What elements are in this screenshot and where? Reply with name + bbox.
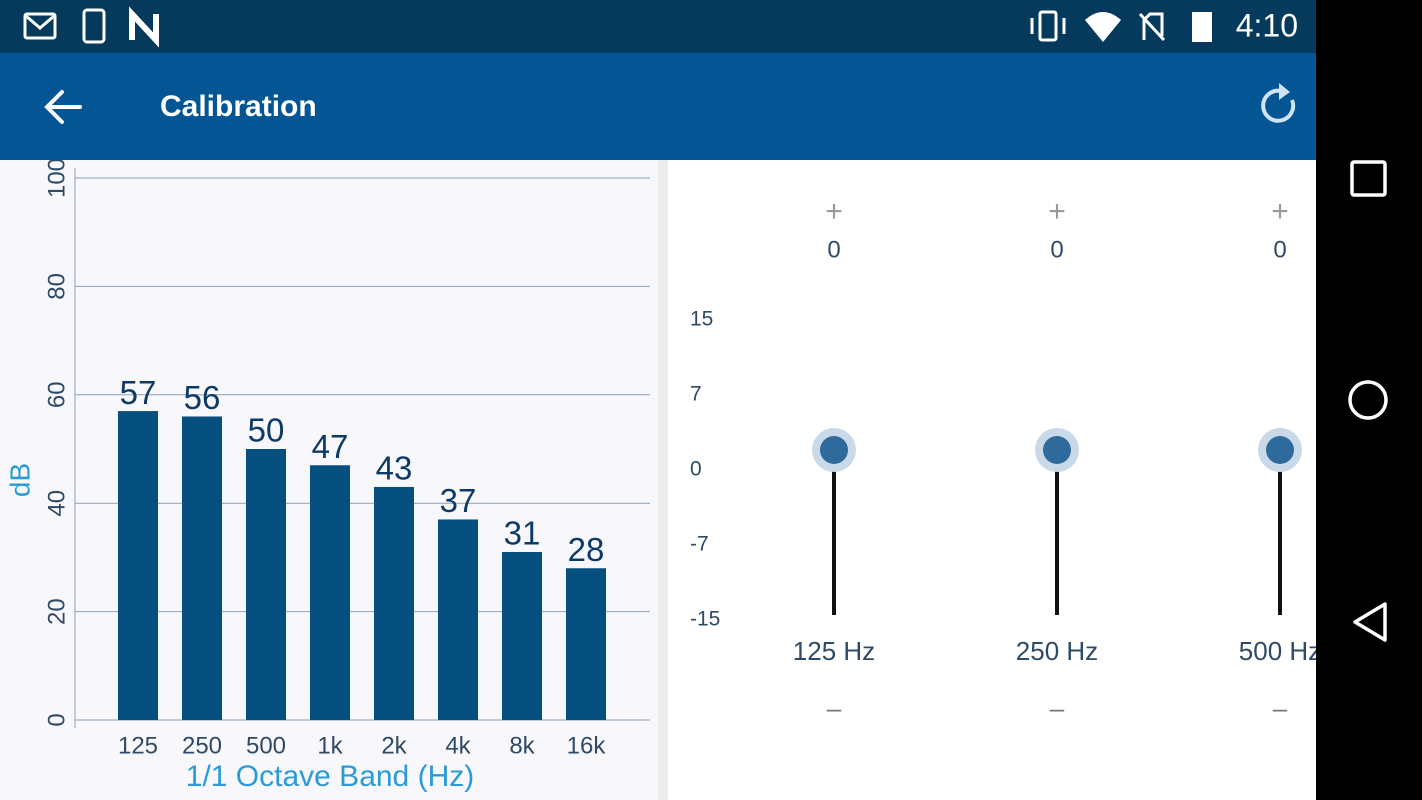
n-icon [129, 6, 159, 48]
wifi-icon [1085, 12, 1121, 42]
y-axis-title: dB [4, 463, 35, 497]
x-tick-label: 500 [246, 732, 286, 759]
bar [182, 416, 222, 720]
gmail-icon-m [25, 14, 55, 30]
increase-button[interactable]: + [825, 195, 843, 228]
app-title: Calibration [160, 90, 317, 123]
x-axis-title: 1/1 Octave Band (Hz) [186, 760, 474, 793]
scale-label: 7 [690, 383, 702, 406]
reset-icon [1261, 88, 1296, 123]
decrease-button[interactable]: – [1273, 693, 1288, 723]
slider-knob[interactable] [820, 436, 848, 464]
x-tick-label: 125 [118, 732, 158, 759]
band-label: 500 Hz [1239, 636, 1321, 666]
x-tick-label: 2k [381, 732, 407, 759]
scale-label: -7 [690, 533, 709, 556]
scale-label: -15 [690, 608, 720, 631]
value-label: 47 [312, 428, 349, 465]
back-button[interactable] [44, 90, 82, 124]
chart: 0 20 40 60 80 100 dB 125 57 250 56 500 50 1k 47 2k 43 4k 3… [4, 158, 650, 793]
equalizer-panel [668, 160, 1316, 800]
value-label: 56 [184, 379, 221, 416]
slider-knob[interactable] [1266, 436, 1294, 464]
reset-button[interactable] [1261, 83, 1296, 123]
y-tick-label: 100 [43, 158, 70, 198]
band-label: 125 Hz [793, 636, 875, 666]
value-label: 37 [440, 482, 477, 519]
reset-icon-head [1279, 83, 1290, 100]
value-label: 57 [120, 374, 157, 411]
band-label: 250 Hz [1016, 636, 1098, 666]
y-tick-label: 20 [43, 598, 70, 625]
gain-value: 0 [1273, 236, 1286, 263]
scale-label: 15 [690, 308, 713, 331]
x-tick-label: 1k [317, 732, 343, 759]
vibrate-icon [1038, 10, 1058, 42]
x-tick-label: 8k [509, 732, 535, 759]
value-label: 31 [504, 515, 541, 552]
decrease-button[interactable]: – [1050, 693, 1065, 723]
value-label: 43 [376, 450, 413, 487]
bar [502, 551, 542, 720]
battery-icon [1192, 12, 1212, 42]
increase-button[interactable]: + [1271, 195, 1289, 228]
back-nav-button[interactable] [1353, 602, 1387, 642]
y-tick-label: 80 [43, 273, 70, 300]
phone-icon [82, 8, 106, 44]
gain-value: 0 [1050, 236, 1063, 263]
increase-button[interactable]: + [1048, 195, 1066, 228]
bar [118, 411, 158, 720]
x-tick-label: 16k [567, 732, 607, 759]
status-bar [0, 0, 1316, 53]
decrease-button[interactable]: – [827, 693, 842, 723]
no-sim-icon [1138, 12, 1166, 42]
bar [310, 465, 350, 720]
slider-knob[interactable] [1043, 436, 1071, 464]
recents-button[interactable] [1350, 160, 1387, 197]
home-button[interactable] [1348, 380, 1388, 420]
back-arrow [44, 90, 82, 124]
x-tick-label: 4k [445, 732, 471, 759]
value-label: 50 [248, 412, 285, 449]
clock: 4:10 [1236, 7, 1298, 43]
status-icons [23, 6, 1166, 48]
app-bar [0, 53, 1316, 160]
value-label: 28 [568, 531, 605, 568]
y-tick-label: 60 [43, 381, 70, 408]
bar [566, 568, 606, 720]
equalizer: 15 7 0 -7 -15 +0 125 Hz – +0 250 Hz – +0 500 Hz – [690, 195, 1321, 723]
bar [246, 449, 286, 720]
y-tick-label: 40 [43, 490, 70, 517]
scale-label: 0 [690, 458, 702, 481]
bar [438, 519, 478, 720]
gain-value: 0 [827, 236, 840, 263]
bar [374, 486, 414, 720]
x-tick-label: 250 [182, 732, 222, 759]
nav-bar [1316, 0, 1422, 800]
vibrate-waves [1030, 18, 1066, 34]
y-tick-label: 0 [43, 713, 70, 726]
gmail-icon [23, 12, 57, 40]
